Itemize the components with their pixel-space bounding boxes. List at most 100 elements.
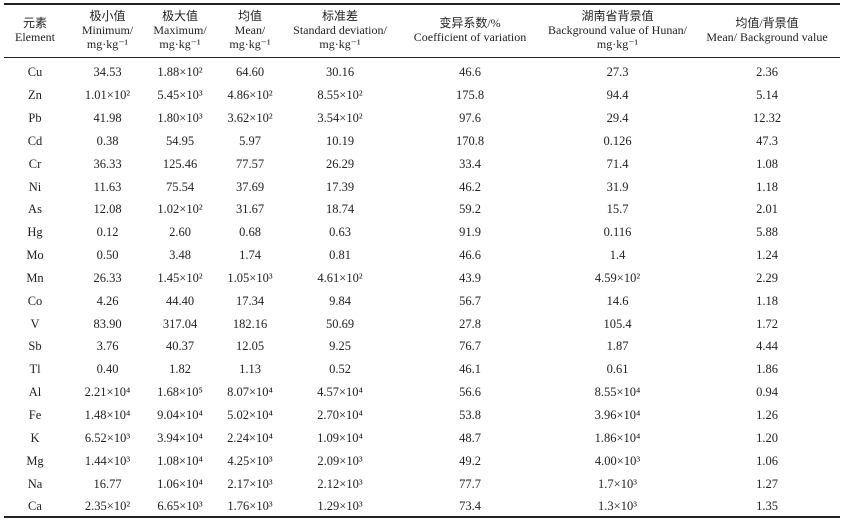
value-cell: 53.8	[459, 408, 481, 422]
element-cell: As	[28, 202, 42, 217]
header-line: Mean/ Background value	[706, 30, 828, 44]
value-cell: 3.48	[169, 248, 191, 263]
value-cell: 3.62×10²	[227, 111, 273, 126]
header-line: 元素	[22, 16, 47, 30]
value-cell: 46.6	[459, 248, 481, 263]
value-cell: 8.55×10⁴	[594, 385, 641, 400]
top-rule	[4, 3, 840, 5]
value-cell: 9.84	[329, 293, 351, 308]
value-cell: 4.59×10²	[594, 270, 641, 285]
value-cell: 5.88	[756, 225, 778, 240]
value-cell: 1.76×10³	[227, 499, 273, 514]
bottom-rule	[4, 516, 840, 518]
value-cell: 2.70×10⁴	[317, 408, 363, 422]
value-cell: 56.6	[459, 385, 481, 400]
column-header: 湖南省背景值 Background value of Hunan/mg·kg⁻¹	[545, 4, 690, 56]
value-cell: 15.7	[606, 202, 629, 217]
value-cell: 14.6	[606, 293, 629, 308]
header-line: Background value of Hunan/	[548, 23, 687, 37]
value-cell: 0.94	[756, 385, 778, 400]
value-cell: 37.69	[235, 179, 265, 194]
element-cell: Ni	[28, 179, 42, 194]
element-cell: Cd	[27, 133, 43, 148]
value-cell: 0.116	[603, 225, 632, 240]
element-cell: Na	[27, 476, 43, 491]
header-line: Coefficient of variation	[413, 30, 527, 44]
value-cell: 1.01×10²	[84, 88, 131, 103]
value-cell: 36.33	[93, 156, 122, 171]
value-cell: 1.02×10²	[157, 202, 203, 217]
value-cell: 27.3	[606, 65, 629, 80]
value-cell: 1.82	[169, 362, 191, 377]
value-cell: 0.81	[329, 248, 351, 263]
value-cell: 11.63	[93, 179, 122, 194]
value-cell: 1.08	[756, 156, 778, 171]
header-line: 标准差	[321, 9, 358, 23]
value-cell: 41.98	[93, 111, 122, 126]
header-line: mg·kg⁻¹	[596, 37, 639, 51]
element-cell: Hg	[27, 225, 43, 240]
value-cell: 3.54×10²	[317, 111, 363, 126]
value-cell: 0.40	[96, 362, 119, 377]
value-cell: 27.8	[459, 316, 481, 331]
value-cell: 1.29×10³	[317, 499, 363, 514]
value-cell: 2.36	[756, 65, 778, 80]
value-cell: 64.60	[235, 65, 265, 80]
value-cell: 75.54	[165, 179, 195, 194]
value-cell: 71.4	[606, 156, 629, 171]
element-cell: Co	[27, 293, 43, 308]
value-cell: 97.6	[459, 111, 481, 126]
header-line: 湖南省背景值	[581, 9, 654, 23]
header-line: Element	[15, 30, 55, 44]
value-cell: 0.38	[96, 133, 119, 148]
header-line: 极小值	[89, 9, 126, 23]
value-cell: 12.32	[752, 111, 782, 126]
value-cell: 91.9	[459, 225, 481, 240]
value-cell: 170.8	[455, 133, 485, 148]
element-cell: Sb	[28, 339, 42, 354]
header-line: Mean/	[234, 23, 266, 37]
value-cell: 2.17×10³	[227, 476, 273, 491]
element-cell: Fe	[28, 408, 42, 422]
element-cell: Mn	[26, 270, 44, 285]
column-header: 均值/背景值 Mean/ Background value	[690, 4, 844, 56]
value-cell: 77.57	[235, 156, 265, 171]
header-line: Maximum/	[153, 23, 207, 37]
value-cell: 46.1	[459, 362, 481, 377]
element-cell: Zn	[28, 88, 42, 103]
value-cell: 33.4	[459, 156, 481, 171]
value-cell: 1.3×10³	[598, 499, 637, 514]
value-cell: 48.7	[459, 430, 481, 445]
value-cell: 1.35	[756, 499, 778, 514]
value-cell: 1.4	[609, 248, 626, 263]
value-cell: 12.05	[235, 339, 265, 354]
value-cell: 1.7×10³	[598, 476, 637, 491]
element-cell: V	[30, 316, 40, 331]
header-line: mg·kg⁻¹	[319, 37, 361, 51]
value-cell: 0.50	[96, 248, 119, 263]
value-cell: 2.01	[756, 202, 778, 217]
value-cell: 40.37	[165, 339, 195, 354]
value-cell: 94.4	[606, 88, 629, 103]
value-cell: 2.21×10⁴	[84, 385, 131, 400]
element-cell: Cu	[27, 65, 43, 80]
value-cell: 5.97	[239, 133, 261, 148]
value-cell: 4.26	[96, 293, 119, 308]
header-line: mg·kg⁻¹	[86, 37, 129, 51]
value-cell: 1.74	[239, 248, 261, 263]
value-cell: 0.61	[606, 362, 629, 377]
value-cell: 8.55×10²	[317, 88, 363, 103]
value-cell: 10.19	[325, 133, 355, 148]
value-cell: 3.94×10⁴	[157, 430, 203, 445]
value-cell: 30.16	[325, 65, 355, 80]
column-header: 均值 Mean/mg·kg⁻¹	[215, 4, 285, 56]
header-line: mg·kg⁻¹	[159, 37, 201, 51]
value-cell: 2.24×10⁴	[227, 430, 273, 445]
value-cell: 5.14	[756, 88, 778, 103]
value-cell: 182.16	[232, 316, 268, 331]
header-line: Minimum/	[81, 23, 134, 37]
value-cell: 46.2	[459, 179, 481, 194]
value-cell: 46.6	[459, 65, 481, 80]
header-line: 均值	[237, 9, 262, 23]
